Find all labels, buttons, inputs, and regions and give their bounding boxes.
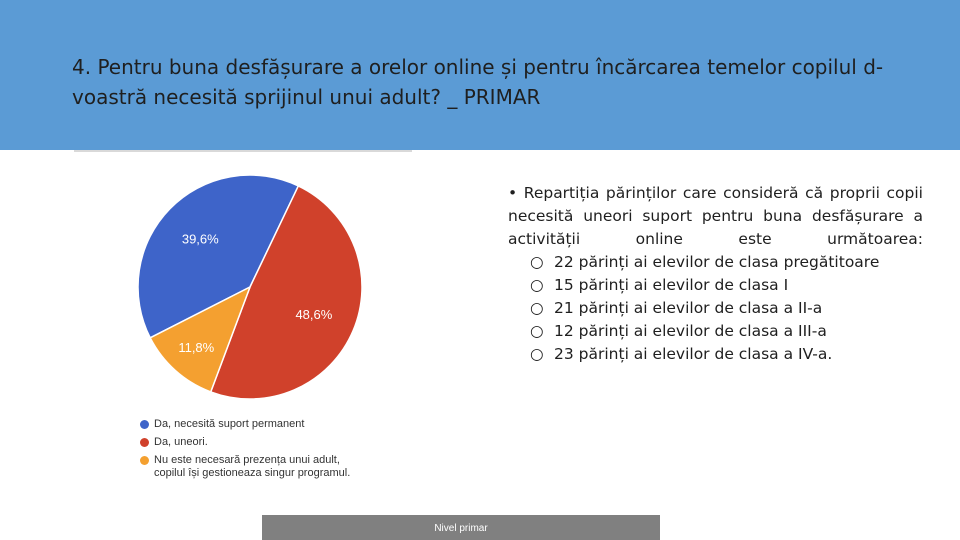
- legend-dot: [140, 438, 149, 447]
- chart-panel: 39,6% 48,6% 11,8%: [74, 150, 412, 486]
- legend-label: Nu este necesară prezența unui adult, co…: [154, 454, 351, 479]
- list-item-text: 22 părinți ai elevilor de clasa pregătit…: [554, 253, 880, 271]
- circle-bullet-icon: ○: [530, 345, 544, 363]
- list-item: ○ 21 părinți ai elevilor de clasa a II-a: [530, 297, 923, 320]
- list-item-text: 23 părinți ai elevilor de clasa a IV-a.: [554, 345, 833, 363]
- intro-paragraph: • Repartiția părinților care consideră c…: [508, 184, 923, 248]
- slide-header: 4. Pentru buna desfășurare a orelor onli…: [0, 0, 960, 150]
- pie-chart: 39,6% 48,6% 11,8%: [137, 174, 363, 400]
- list-item: ○ 22 părinți ai elevilor de clasa pregăt…: [530, 251, 923, 274]
- legend-item-sometimes: Da, uneori.: [140, 436, 400, 449]
- circle-bullet-icon: ○: [530, 253, 544, 271]
- list-item-text: 21 părinți ai elevilor de clasa a II-a: [554, 299, 823, 317]
- sub-list: ○ 22 părinți ai elevilor de clasa pregăt…: [530, 251, 923, 366]
- circle-bullet-icon: ○: [530, 299, 544, 317]
- legend-item-permanent: Da, necesită suport permanent: [140, 418, 400, 431]
- text-block: • Repartiția părinților care consideră c…: [508, 182, 923, 366]
- legend-item-not-needed: Nu este necesară prezența unui adult, co…: [140, 454, 400, 480]
- pie-slice: [149, 285, 252, 393]
- legend-label: Da, necesită suport permanent: [154, 418, 305, 430]
- legend-label: Da, uneori.: [154, 436, 208, 448]
- footer-bar: Nivel primar: [262, 515, 660, 540]
- slide-title: 4. Pentru buna desfășurare a orelor onli…: [72, 55, 884, 109]
- list-item: ○ 12 părinți ai elevilor de clasa a III-…: [530, 320, 923, 343]
- circle-bullet-icon: ○: [530, 322, 544, 340]
- circle-bullet-icon: ○: [530, 276, 544, 294]
- pie-slice-label: 11,8%: [178, 340, 214, 355]
- list-item: ○ 23 părinți ai elevilor de clasa a IV-a…: [530, 343, 923, 366]
- list-item-text: 12 părinți ai elevilor de clasa a III-a: [554, 322, 827, 340]
- pie-slice-label: 48,6%: [295, 307, 332, 322]
- list-item-text: 15 părinți ai elevilor de clasa I: [554, 276, 789, 294]
- pie-slice: [209, 184, 363, 400]
- chart-legend: Da, necesită suport permanent Da, uneori…: [140, 418, 400, 485]
- legend-dot: [140, 420, 149, 429]
- list-item: ○ 15 părinți ai elevilor de clasa I: [530, 274, 923, 297]
- footer-label: Nivel primar: [434, 523, 488, 534]
- pie-slice: [137, 174, 300, 339]
- pie-slice-label: 39,6%: [182, 232, 219, 247]
- legend-dot: [140, 456, 149, 465]
